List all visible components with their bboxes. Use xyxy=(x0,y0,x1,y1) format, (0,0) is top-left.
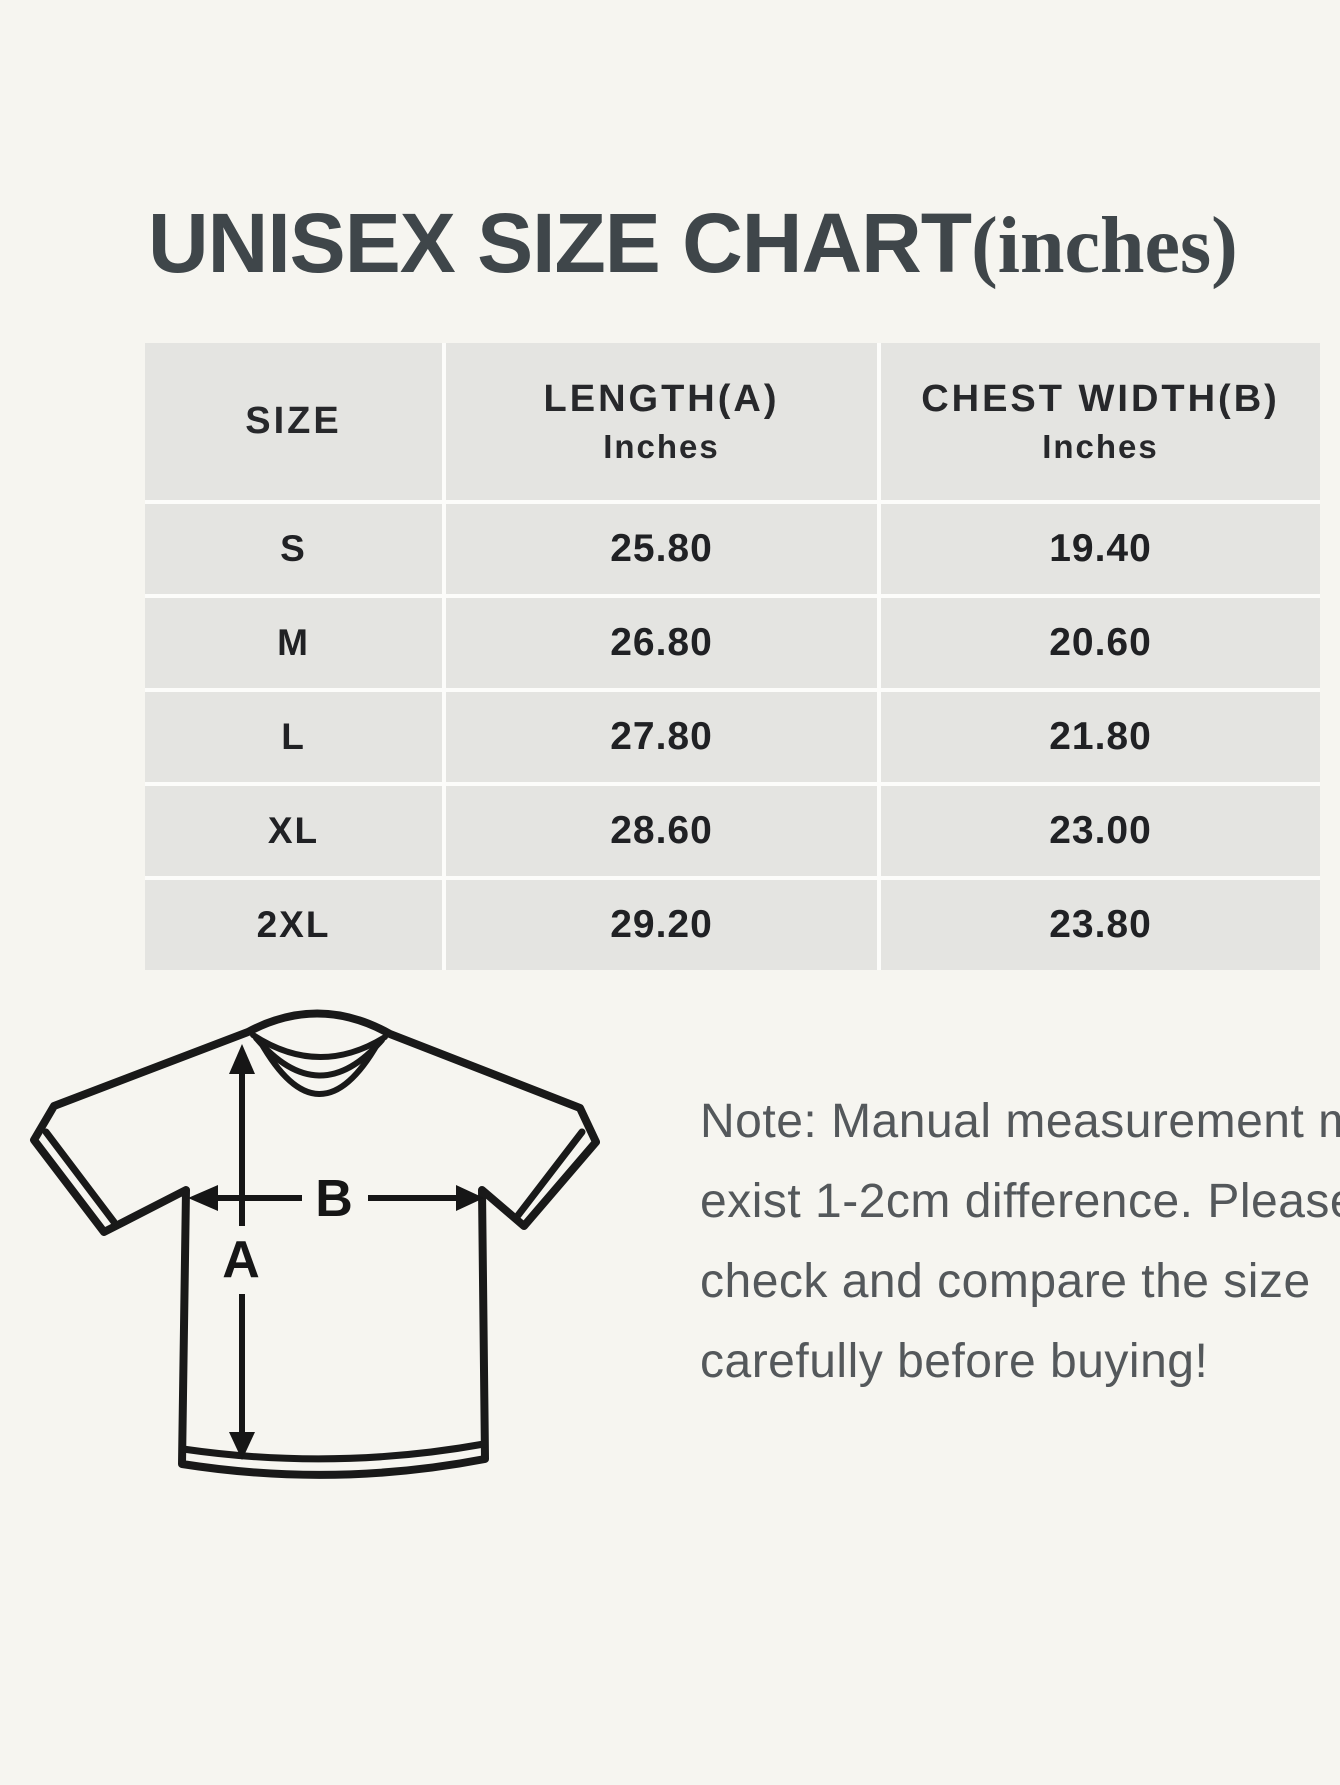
size-table: SIZE LENGTH(A) Inches CHEST WIDTH(B) Inc… xyxy=(145,343,1320,970)
page-title-unit: (inches) xyxy=(971,202,1238,290)
chest-value: 21.80 xyxy=(881,692,1320,782)
column-header-label: SIZE xyxy=(245,400,342,442)
note-line: check and compare the size xyxy=(700,1255,1311,1308)
collar-neckline xyxy=(257,1038,381,1097)
size-label: M xyxy=(145,598,442,688)
column-header-sublabel: Inches xyxy=(1042,427,1159,465)
length-value: 26.80 xyxy=(446,598,877,688)
page-title: UNISEX SIZE CHART(inches) xyxy=(148,200,1238,311)
tshirt-measurement-diagram-icon: A B xyxy=(30,1009,600,1479)
column-header-label: LENGTH(A) xyxy=(543,377,780,420)
size-label: L xyxy=(145,692,442,782)
size-label: 2XL xyxy=(145,880,442,970)
size-label: S xyxy=(145,504,442,594)
width-label: B xyxy=(315,1170,353,1228)
hem-line xyxy=(179,1440,488,1463)
measurement-note: Note: Manual measurement may exist 1-2cm… xyxy=(700,1082,1340,1402)
width-arrow xyxy=(188,1185,484,1211)
page-title-main: UNISEX SIZE CHART xyxy=(148,196,972,290)
length-value: 29.20 xyxy=(446,880,877,970)
column-header-length: LENGTH(A) Inches xyxy=(446,343,877,500)
chest-value: 23.80 xyxy=(881,880,1320,970)
note-line: Note: Manual measurement may xyxy=(700,1095,1340,1148)
length-value: 28.60 xyxy=(446,786,877,876)
column-header-label: CHEST WIDTH(B) xyxy=(921,377,1280,420)
column-header-size: SIZE xyxy=(145,343,442,500)
column-header-chest-width: CHEST WIDTH(B) Inches xyxy=(881,343,1320,500)
right-cuff-line xyxy=(512,1128,586,1222)
note-line: exist 1-2cm difference. Please xyxy=(700,1175,1340,1228)
chest-value: 20.60 xyxy=(881,598,1320,688)
length-value: 27.80 xyxy=(446,692,877,782)
left-cuff-line xyxy=(42,1128,118,1226)
chest-value: 23.00 xyxy=(881,786,1320,876)
length-value: 25.80 xyxy=(446,504,877,594)
chest-value: 19.40 xyxy=(881,504,1320,594)
size-label: XL xyxy=(145,786,442,876)
collar-rib-line xyxy=(253,1035,385,1079)
column-header-sublabel: Inches xyxy=(603,427,720,465)
length-label: A xyxy=(222,1231,260,1289)
note-line: carefully before buying! xyxy=(700,1335,1209,1388)
collar-rib-line xyxy=(250,1032,388,1060)
tshirt-outline xyxy=(30,1009,600,1479)
